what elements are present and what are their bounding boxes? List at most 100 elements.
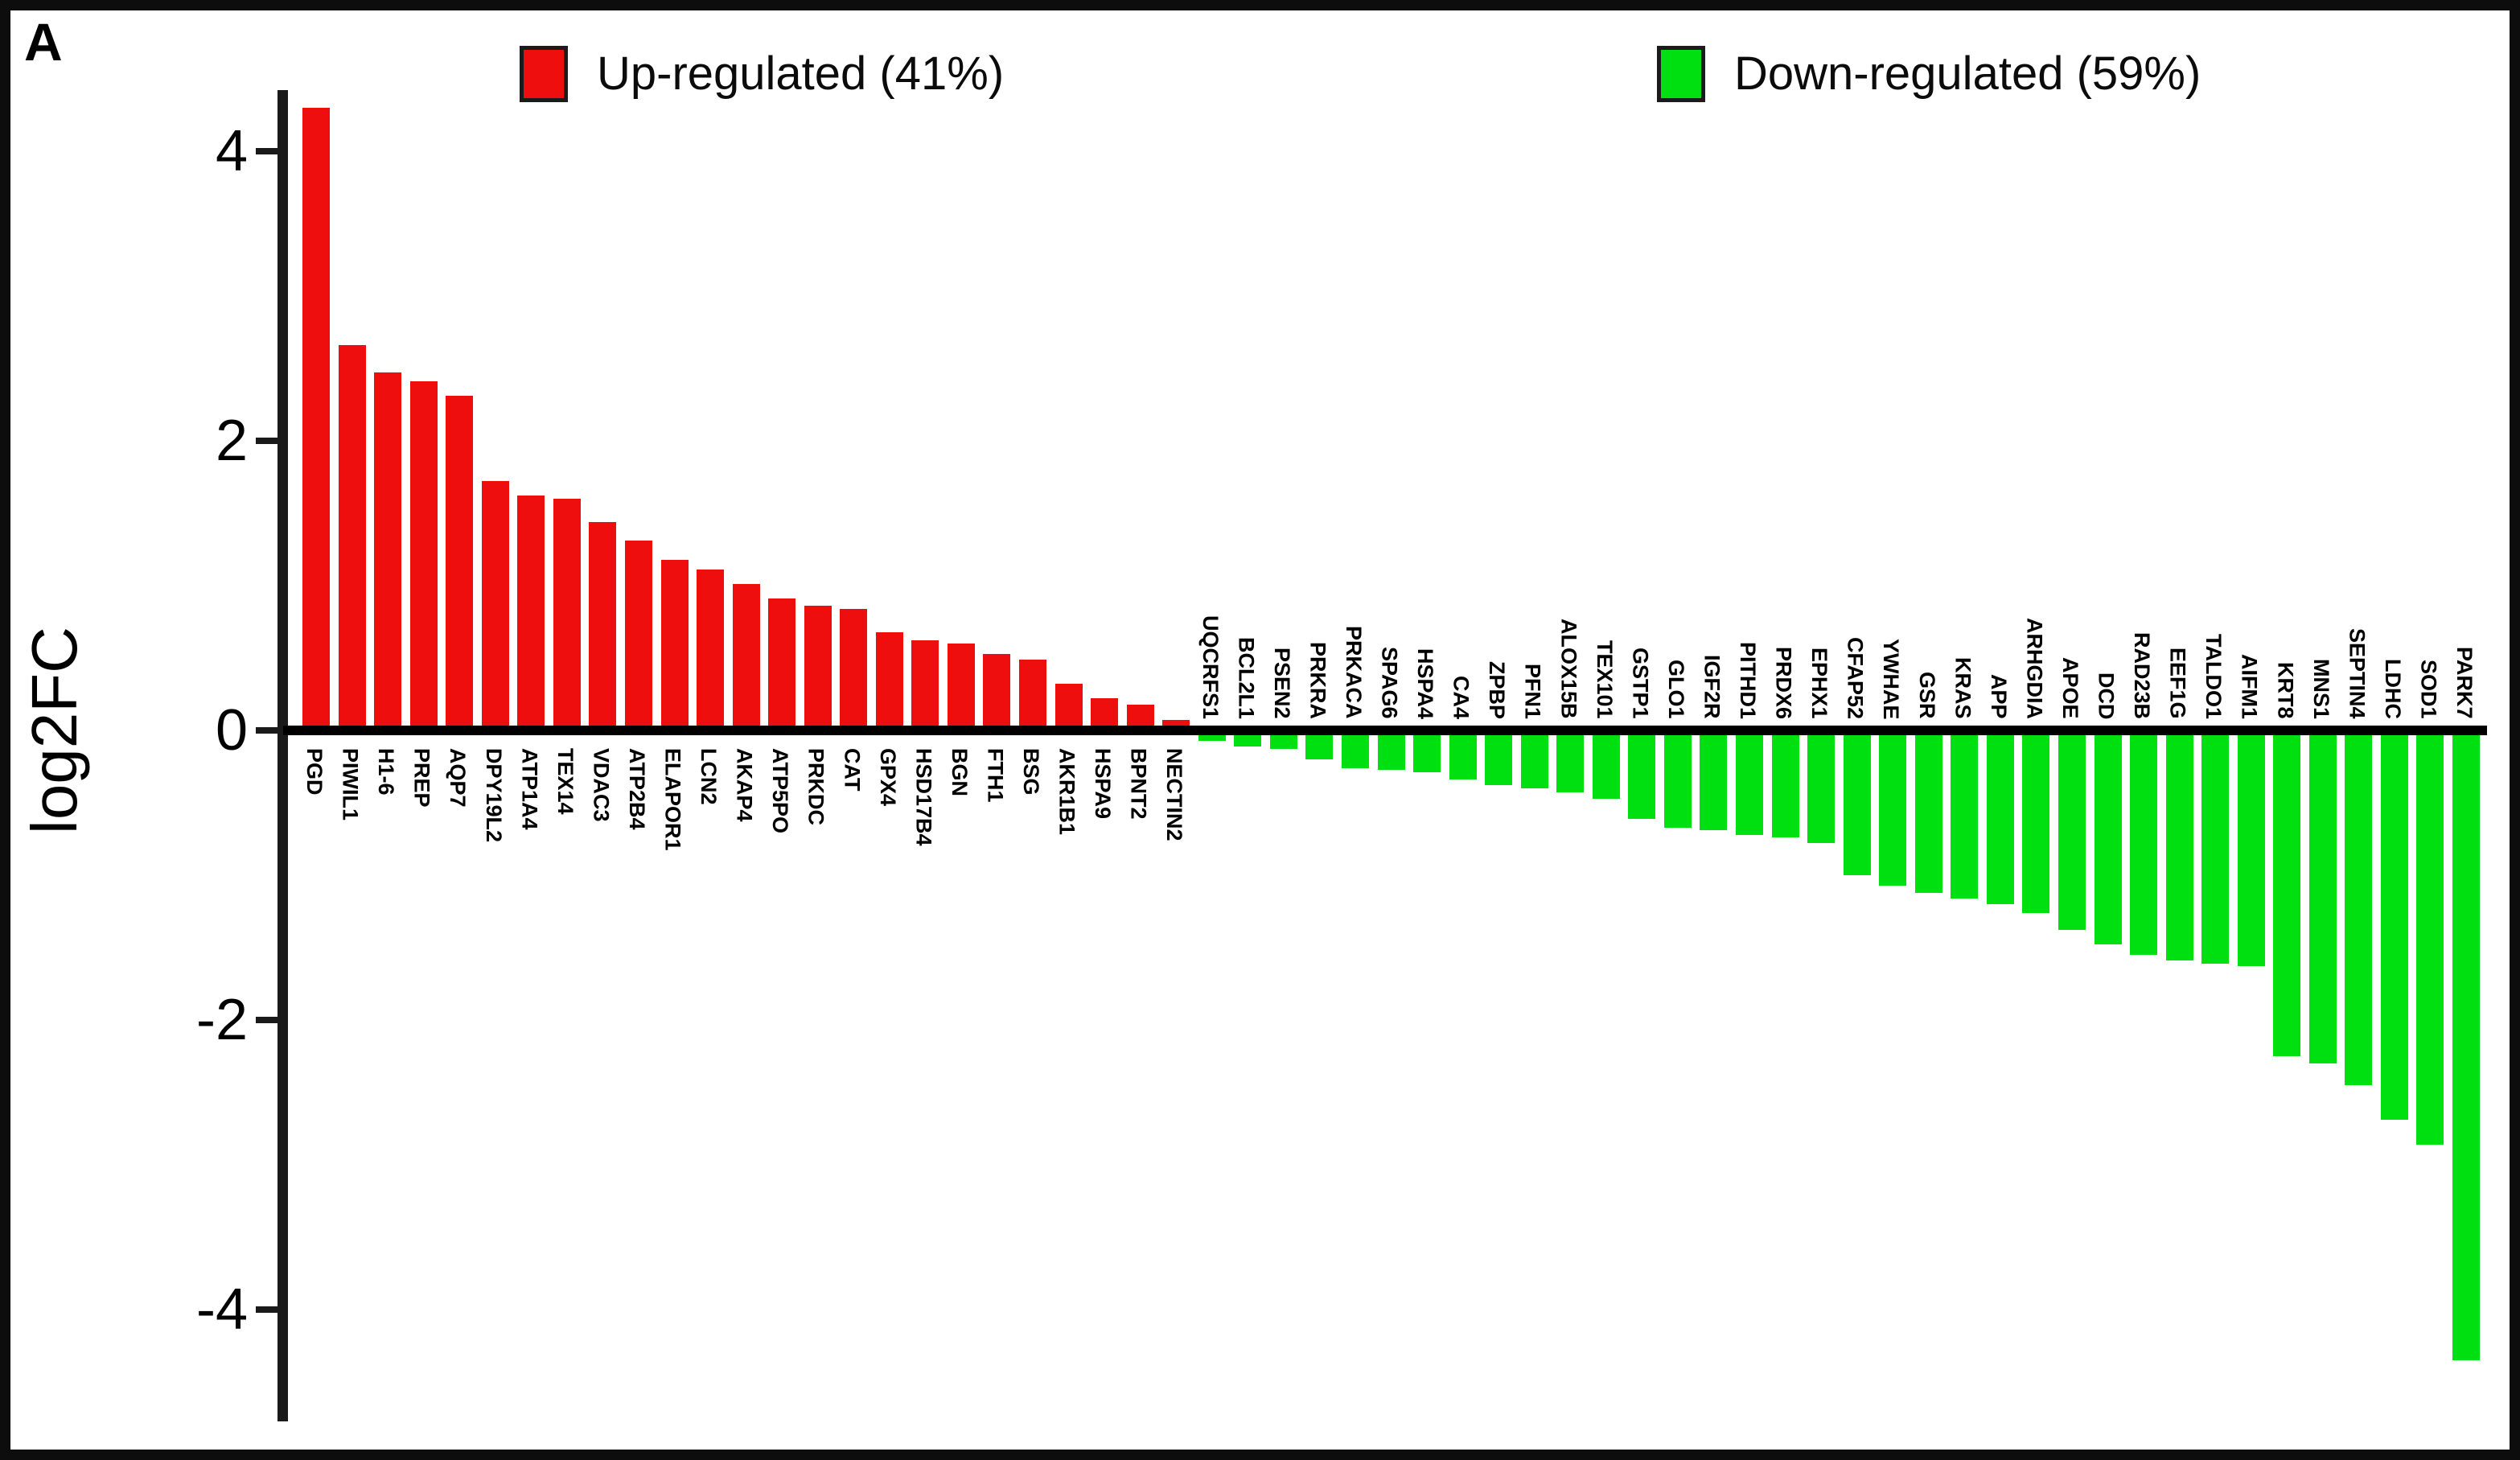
gene-label-TEX101: TEX101 xyxy=(1592,640,1617,719)
gene-label-CAT: CAT xyxy=(840,748,865,792)
bar-GLO1 xyxy=(1663,730,1692,828)
bar-AQP7 xyxy=(446,396,474,730)
bar-ATP1A4 xyxy=(517,496,545,730)
gene-label-ATP2B4: ATP2B4 xyxy=(625,748,649,830)
gene-label-PSEN2: PSEN2 xyxy=(1269,648,1294,719)
bar-ZPBP xyxy=(1485,730,1513,786)
gene-label-PIWIL1: PIWIL1 xyxy=(338,748,363,821)
gene-label-NECTIN2: NECTIN2 xyxy=(1162,748,1187,841)
bar-ATP5PO xyxy=(768,598,796,730)
zero-baseline xyxy=(283,726,2487,735)
y-tick-mark xyxy=(256,1306,278,1313)
bar-DCD xyxy=(2094,730,2122,945)
gene-label-PRKDC: PRKDC xyxy=(804,748,828,826)
y-tick-mark xyxy=(256,438,278,444)
gene-label-EPHX1: EPHX1 xyxy=(1807,648,1832,719)
gene-label-BGN: BGN xyxy=(947,748,972,796)
gene-label-KRT8: KRT8 xyxy=(2273,662,2298,719)
gene-label-PREP: PREP xyxy=(409,748,434,808)
bar-DPY19L2 xyxy=(481,481,509,730)
gene-label-ELAPOR1: ELAPOR1 xyxy=(660,748,685,851)
gene-label-MNS1: MNS1 xyxy=(2308,658,2333,719)
bar-HSPA4 xyxy=(1413,730,1441,773)
gene-label-PRKACA: PRKACA xyxy=(1341,626,1366,719)
gene-label-HSPA4: HSPA4 xyxy=(1413,648,1437,719)
bar-KRAS xyxy=(1951,730,1979,899)
y-tick-label: 2 xyxy=(215,409,248,473)
bar-TALDO1 xyxy=(2201,730,2230,964)
gene-label-GPX4: GPX4 xyxy=(875,748,900,807)
bar-PARK7 xyxy=(2452,730,2480,1360)
gene-label-AQP7: AQP7 xyxy=(446,748,471,808)
gene-label-LDHC: LDHC xyxy=(2380,659,2405,719)
bar-PGD xyxy=(302,108,330,730)
bar-ARHGDIA xyxy=(2022,730,2050,913)
gene-label-GLO1: GLO1 xyxy=(1663,660,1688,719)
gene-label-KRAS: KRAS xyxy=(1951,657,1975,719)
bar-SEPTIN4 xyxy=(2345,730,2373,1085)
bar-PIWIL1 xyxy=(338,345,366,730)
gene-label-DPY19L2: DPY19L2 xyxy=(481,748,506,843)
bar-PRKRA xyxy=(1305,730,1334,759)
y-tick-mark xyxy=(256,148,278,154)
upregulated-swatch-icon xyxy=(520,46,568,102)
bar-ATP2B4 xyxy=(625,541,652,730)
y-axis-line xyxy=(277,90,288,1421)
bar-PREP xyxy=(409,381,438,730)
gene-label-BPNT2: BPNT2 xyxy=(1126,748,1151,820)
gene-label-PARK7: PARK7 xyxy=(2452,647,2477,719)
bar-SPAG6 xyxy=(1377,730,1405,770)
downregulated-swatch-icon xyxy=(1657,46,1705,102)
gene-label-ATP5PO: ATP5PO xyxy=(768,748,793,834)
bar-YWHAE xyxy=(1879,730,1907,886)
bar-H1-6 xyxy=(374,372,402,730)
gene-label-TEX14: TEX14 xyxy=(553,748,578,815)
bar-PRKACA xyxy=(1341,730,1369,768)
gene-label-GSTP1: GSTP1 xyxy=(1628,648,1653,719)
gene-label-HSD17B4: HSD17B4 xyxy=(911,748,936,846)
bar-ELAPOR1 xyxy=(660,559,689,730)
gene-label-ARHGDIA: ARHGDIA xyxy=(2022,618,2047,719)
bar-PFN1 xyxy=(1520,730,1548,788)
bar-AKR1B1 xyxy=(1054,684,1083,730)
bar-HSD17B4 xyxy=(911,640,939,730)
bar-ALOX15B xyxy=(1556,730,1585,793)
bar-EEF1G xyxy=(2165,730,2193,961)
bar-CFAP52 xyxy=(1843,730,1871,875)
gene-label-TALDO1: TALDO1 xyxy=(2201,634,2226,719)
gene-label-RAD23B: RAD23B xyxy=(2130,631,2154,719)
gene-label-VDAC3: VDAC3 xyxy=(589,748,614,822)
gene-label-FTH1: FTH1 xyxy=(983,748,1008,803)
gene-label-SOD1: SOD1 xyxy=(2416,660,2441,719)
gene-label-IGF2R: IGF2R xyxy=(1700,655,1725,719)
gene-label-AKR1B1: AKR1B1 xyxy=(1054,748,1079,836)
gene-label-SEPTIN4: SEPTIN4 xyxy=(2345,628,2370,719)
gene-label-BCL2L1: BCL2L1 xyxy=(1234,636,1259,719)
gene-label-ALOX15B: ALOX15B xyxy=(1556,619,1581,719)
y-tick-label: 0 xyxy=(215,698,248,763)
gene-label-PFN1: PFN1 xyxy=(1520,663,1545,719)
gene-label-EEF1G: EEF1G xyxy=(2165,648,2190,719)
gene-label-BSG: BSG xyxy=(1019,748,1043,796)
bar-RAD23B xyxy=(2130,730,2157,955)
gene-label-PRKRA: PRKRA xyxy=(1305,641,1330,719)
gene-label-GSR: GSR xyxy=(1914,672,1939,719)
bar-KRT8 xyxy=(2273,730,2301,1056)
y-tick-label: -2 xyxy=(195,988,248,1052)
gene-label-H1-6: H1-6 xyxy=(374,748,399,796)
y-tick-label: 4 xyxy=(215,119,248,183)
gene-label-LCN2: LCN2 xyxy=(697,748,721,805)
gene-label-APOE: APOE xyxy=(2058,657,2082,719)
bar-MNS1 xyxy=(2308,730,2337,1063)
gene-label-CA4: CA4 xyxy=(1449,675,1474,719)
bar-APP xyxy=(1986,730,2014,904)
gene-label-CFAP52: CFAP52 xyxy=(1843,636,1868,719)
bar-SOD1 xyxy=(2416,730,2444,1145)
bar-PITHD1 xyxy=(1736,730,1763,835)
bar-CAT xyxy=(840,608,868,730)
panel-letter: A xyxy=(24,12,63,72)
gene-label-HSPA9: HSPA9 xyxy=(1091,748,1116,820)
bar-PRKDC xyxy=(804,606,832,730)
gene-label-AKAP4: AKAP4 xyxy=(732,748,757,822)
bar-HSPA9 xyxy=(1091,698,1119,730)
